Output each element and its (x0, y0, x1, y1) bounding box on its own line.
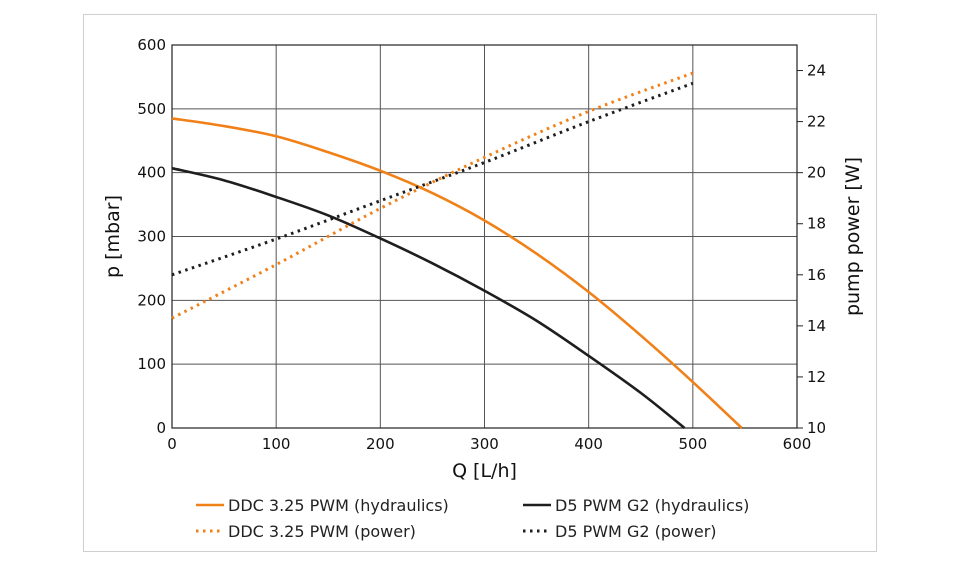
x-axis-title: Q [L/h] (452, 460, 517, 482)
plot-border (171, 44, 798, 429)
y2-tick-label: 20 (807, 164, 826, 182)
y2-tick-label: 22 (807, 113, 826, 131)
legend-label-1: D5 PWM G2 (hydraulics) (555, 496, 749, 515)
y2-tick-label: 12 (807, 368, 826, 386)
legend-label-0: DDC 3.25 PWM (hydraulics) (228, 496, 449, 515)
x-tick-label: 100 (262, 435, 291, 453)
x-tick-label: 300 (470, 435, 499, 453)
legend: DDC 3.25 PWM (hydraulics) D5 PWM G2 (hydr… (196, 496, 749, 541)
chart-frame (83, 14, 877, 552)
y-tick-label: 200 (137, 291, 166, 309)
x-tick-label: 600 (783, 435, 812, 453)
y2-tick-label: 14 (807, 317, 826, 335)
y-axis-title: p [mbar] (102, 195, 124, 278)
x-tick-label: 0 (167, 435, 177, 453)
series-line-3 (171, 81, 694, 277)
axes: 0 100 200 300 400 500 600010020030040050060010… (137, 36, 826, 453)
grid (172, 45, 797, 428)
y-tick-label: 500 (137, 100, 166, 118)
x-tick-label: 200 (366, 435, 395, 453)
series-layer (171, 71, 743, 430)
y-tick-label: 300 (137, 228, 166, 246)
y2-tick-label: 10 (807, 419, 826, 437)
y2-tick-label: 16 (807, 266, 826, 284)
y2-tick-label: 24 (807, 62, 826, 80)
legend-label-2: DDC 3.25 PWM (power) (228, 522, 416, 541)
y-tick-label: 400 (137, 164, 166, 182)
series-line-2 (171, 71, 694, 320)
y2-tick-label: 18 (807, 215, 826, 233)
y2-axis-title: pump power [W] (842, 157, 864, 316)
y-tick-label: 0 (156, 419, 166, 437)
y-tick-label: 100 (137, 355, 166, 373)
y-tick-label: 600 (137, 36, 166, 54)
series-line-0 (171, 117, 743, 429)
x-tick-label: 400 (574, 435, 603, 453)
legend-label-3: D5 PWM G2 (power) (555, 522, 717, 541)
x-tick-label: 500 (679, 435, 708, 453)
series-line-1 (171, 166, 686, 430)
